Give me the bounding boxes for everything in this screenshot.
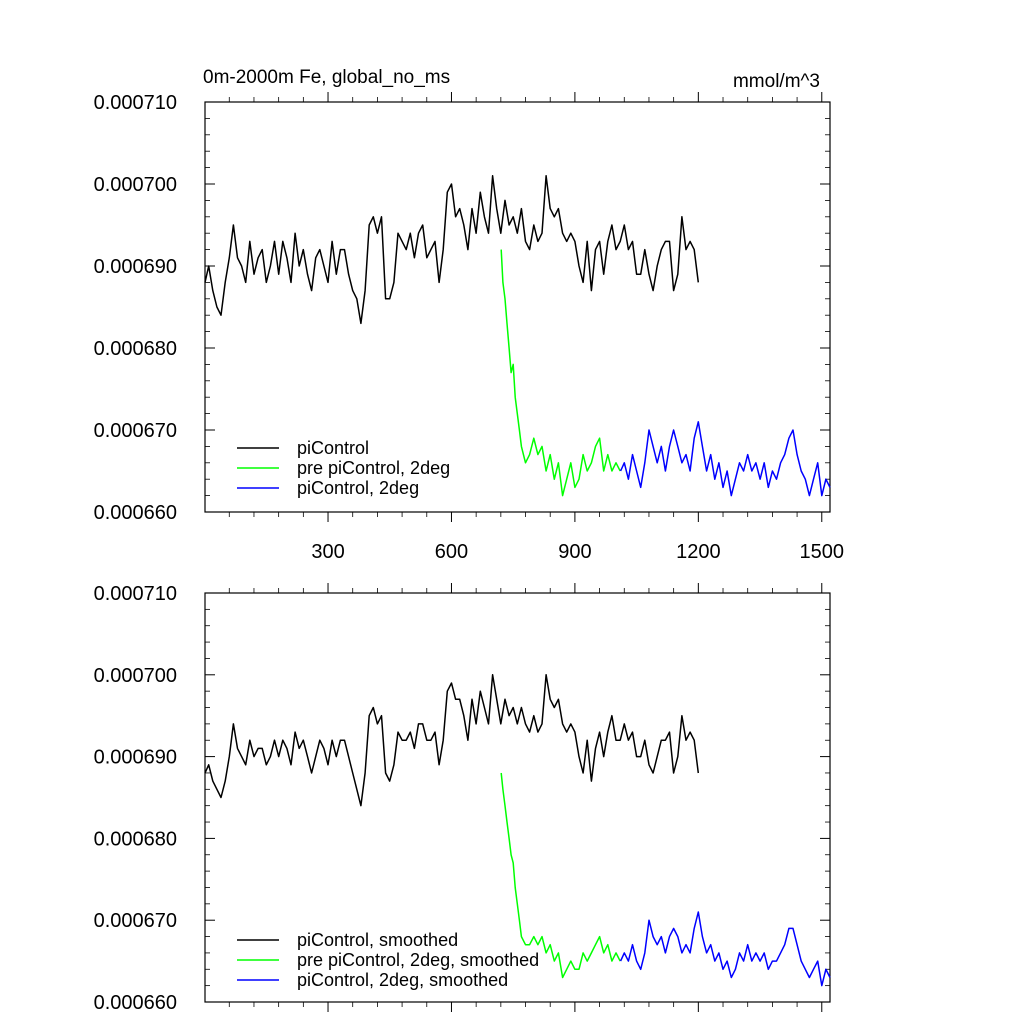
x-tick-label: 900 (558, 541, 591, 563)
bottom-panel: 0.000660 0.000670 0.000680 0.000690 0.000700… (94, 583, 831, 1014)
y-tick-label: 0.000680 (94, 338, 177, 360)
y-tick-label: 0.000690 (94, 747, 177, 769)
y-tick-label: 0.000700 (94, 665, 177, 687)
plot-frame (204, 592, 831, 1003)
legend-label: piControl, 2deg (297, 478, 419, 498)
legend-label: piControl, smoothed (297, 930, 458, 950)
y-tick-label: 0.000700 (94, 174, 177, 196)
series-line (500, 249, 621, 497)
units-label: mmol/m^3 (733, 71, 820, 92)
series-line (204, 175, 700, 325)
x-tick-label: 1500 (800, 541, 845, 563)
top-panel: 0.000660 0.000670 0.000680 0.000690 0.000700… (94, 92, 844, 563)
y-tick-label: 0.000670 (94, 910, 177, 932)
y-tick-label: 0.000710 (94, 583, 177, 605)
series-line (619, 421, 831, 497)
legend-label: pre piControl, 2deg, smoothed (297, 950, 539, 970)
y-tick-label: 0.000690 (94, 256, 177, 278)
y-tick-label: 0.000660 (94, 992, 177, 1014)
x-tick-label: 600 (435, 541, 468, 563)
series-line (204, 674, 700, 807)
chart-title: 0m-2000m Fe, global_no_ms (203, 67, 450, 88)
y-tick-label: 0.000660 (94, 502, 177, 524)
y-tick-label: 0.000670 (94, 420, 177, 442)
series-line (619, 911, 831, 987)
x-tick-label: 1200 (676, 541, 721, 563)
plot-frame (204, 101, 831, 513)
series-line (500, 772, 621, 979)
legend-label: piControl (297, 438, 369, 458)
legend-label: piControl, 2deg, smoothed (297, 970, 508, 990)
x-tick-label: 300 (311, 541, 344, 563)
y-tick-label: 0.000680 (94, 828, 177, 850)
y-tick-label: 0.000710 (94, 92, 177, 114)
legend-label: pre piControl, 2deg (297, 458, 450, 478)
